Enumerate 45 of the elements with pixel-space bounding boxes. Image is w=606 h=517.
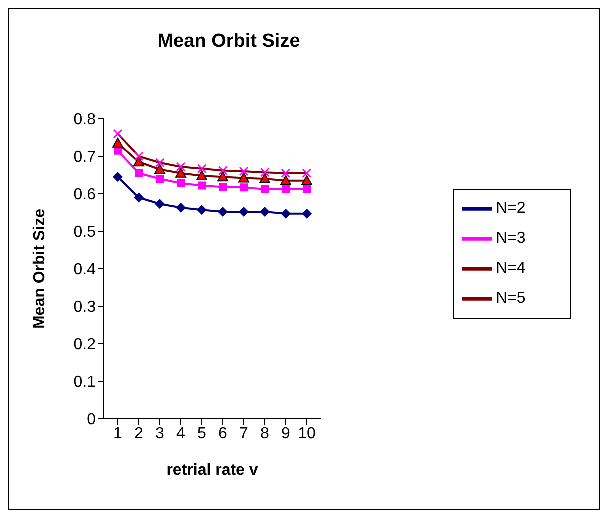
- point: [113, 172, 123, 182]
- point: [197, 205, 207, 216]
- legend-label: N=4: [496, 260, 526, 278]
- point: [135, 169, 143, 178]
- point: [134, 192, 144, 203]
- y-axis-title: Mean Orbit Size: [32, 208, 49, 330]
- legend-label: N=5: [496, 290, 526, 308]
- legend-label: N=2: [496, 200, 526, 218]
- x-tick-label: 6: [218, 425, 228, 442]
- point: [219, 183, 227, 192]
- x-tick-label: 4: [176, 425, 186, 442]
- y-tick-label: 0.4: [74, 262, 96, 279]
- x-tick-label: 5: [198, 425, 207, 442]
- y-tick-label: 0.7: [74, 149, 96, 166]
- y-tick-label: 0.8: [74, 112, 96, 129]
- y-tick-label: 0.6: [74, 186, 96, 204]
- legend-label: N=3: [496, 230, 526, 248]
- x-tick-label: 2: [134, 425, 144, 442]
- point: [155, 199, 165, 210]
- point: [281, 208, 291, 219]
- x-tick-label: 8: [260, 425, 270, 442]
- point: [176, 202, 186, 213]
- x-tick-label: 10: [298, 425, 316, 442]
- y-tick-label: 0: [87, 412, 96, 429]
- point: [177, 180, 185, 188]
- point: [198, 182, 206, 190]
- point: [303, 186, 311, 194]
- x-tick-label: 7: [240, 425, 249, 442]
- point: [282, 186, 290, 194]
- chart-title: Mean Orbit Size: [156, 31, 302, 53]
- y-tick-label: 0.3: [74, 299, 96, 316]
- point: [156, 175, 164, 183]
- x-tick-label: 9: [282, 425, 291, 442]
- point: [240, 184, 248, 192]
- x-tick-label: 1: [114, 425, 123, 442]
- x-axis-title: retrial rate v: [166, 462, 258, 479]
- point: [239, 207, 249, 217]
- x-tick-label: 3: [156, 425, 165, 442]
- y-tick-label: 0.1: [74, 374, 96, 392]
- y-tick-label: 0.2: [74, 336, 96, 354]
- point: [261, 186, 269, 194]
- point: [260, 207, 270, 217]
- y-tick-label: 0.5: [74, 224, 96, 242]
- point: [218, 207, 228, 217]
- point: [302, 208, 312, 219]
